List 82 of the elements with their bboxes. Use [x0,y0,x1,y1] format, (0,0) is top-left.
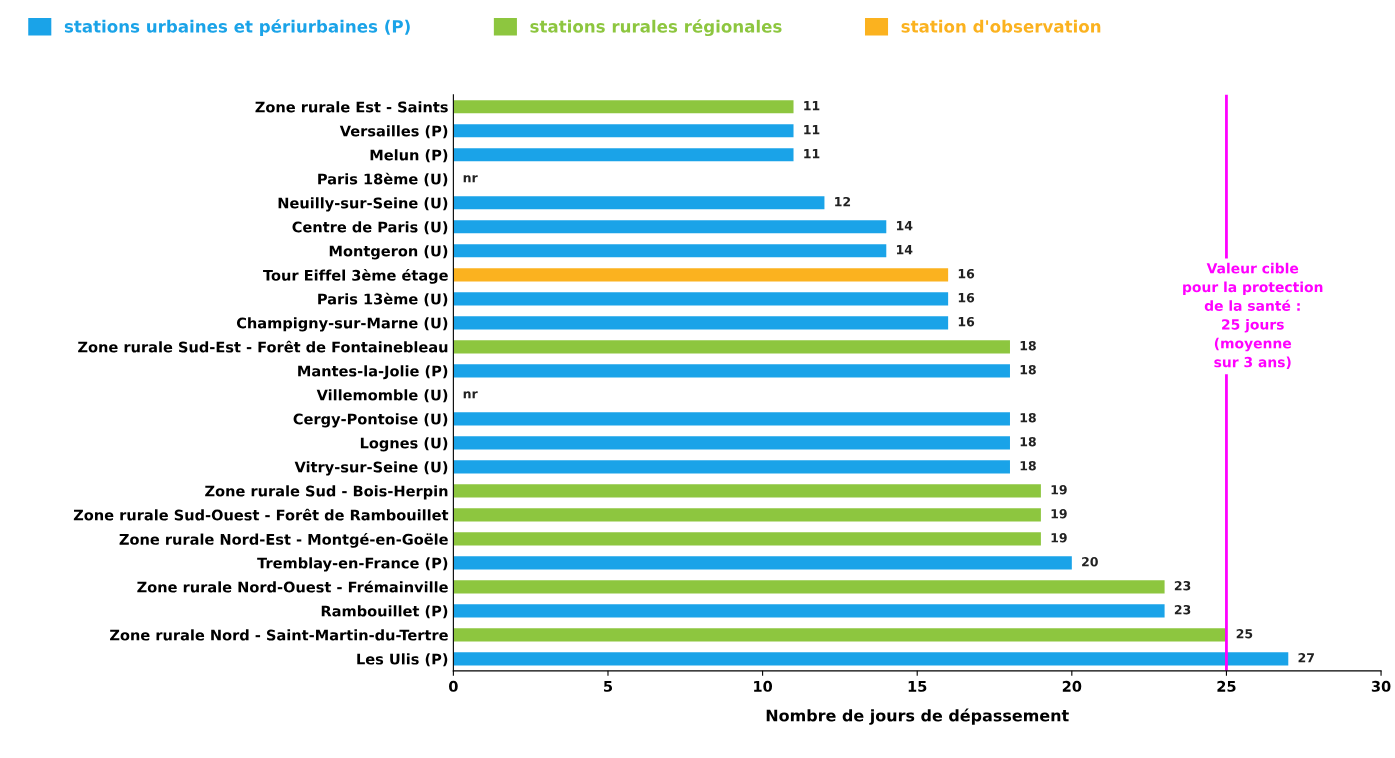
data-label: 14 [896,245,913,255]
x-tick-label: 10 [754,680,773,692]
bar [453,652,1289,666]
data-label: 16 [958,316,975,327]
y-tick-label: Vitry-sur-Seine (U) [294,461,448,476]
y-tick-label: Les Ulis (P) [357,653,448,667]
bar [453,292,949,306]
y-tick-label: Zone rurale Sud-Ouest - Forêt de Rambouillet [73,508,449,521]
data-label: 23 [1174,604,1191,615]
bar [453,412,1010,426]
x-tick-label: 5 [604,681,613,692]
y-tick-label: Tour Eiffel 3ème étage [263,268,448,284]
bar [453,556,1072,570]
bar [453,340,1010,354]
data-label: 11 [804,101,820,111]
bar [453,532,1041,546]
bar [453,244,887,258]
x-tick-label: 0 [449,680,458,692]
data-label: 19 [1051,533,1067,543]
bar [453,220,887,234]
y-tick-label: Paris 13ème (U) [318,292,448,307]
data-label: 11 [804,149,820,159]
data-label: 18 [1020,364,1036,375]
text: nr [463,391,478,399]
legend-label: stations urbaines et périurbaines (P) [64,19,410,36]
bar [453,436,1010,450]
y-tick-label: Centre de Paris (U) [292,221,448,235]
bar [453,604,1165,618]
y-tick-label: Zone rurale Sud-Est - Forêt de Fontainebleau [78,340,448,353]
y-tick-label: Mantes-la-Jolie (P) [298,365,448,380]
y-tick-label: Zone rurale Sud - Bois-Herpin [205,485,448,500]
y-tick-label: Zone rurale Nord - Saint-Martin-du-Tertre [110,629,448,641]
y-tick-label: Champigny-sur-Marne (U) [236,317,448,332]
legend-label: stations rurales régionales [530,19,782,37]
x-axis-title: Nombre de jours de dépassement [766,708,1069,725]
x-tick-label: 30 [1371,680,1391,692]
bar [453,364,1010,378]
y-tick-label: Rambouillet (P) [321,605,448,619]
text: nr [463,175,478,183]
bar [453,196,825,210]
bar [453,148,794,162]
y-tick-label: Paris 18ème (U) [318,172,448,187]
bar [453,580,1165,594]
data-label: 19 [1051,508,1067,519]
data-label: 18 [1020,460,1036,471]
data-label: 18 [1020,436,1036,447]
data-label: 12 [835,196,851,207]
data-label: 20 [1082,556,1098,567]
data-label: 14 [896,221,913,231]
bar [453,124,794,138]
bar [453,508,1041,522]
data-label: 19 [1051,484,1067,495]
bar [453,100,794,114]
bar [453,628,1227,642]
bar [453,316,949,330]
x-tick-label: 20 [1062,680,1082,692]
legend-label: station d'observation [901,19,1101,33]
y-tick-label: Tremblay-en-France (P) [257,557,448,572]
y-tick-label: Zone rurale Est - Saints [255,101,448,113]
data-label: 16 [958,268,975,279]
bar [453,268,949,282]
data-label: 25 [1236,629,1253,639]
y-tick-label: Versailles (P) [339,125,448,139]
y-tick-label: Zone rurale Nord-Est - Montgé-en-Goële [119,532,448,548]
x-tick-label: 15 [908,681,927,692]
bar [453,460,1010,474]
y-tick-label: Cergy-Pontoise (U) [293,413,448,428]
y-tick-label: Lognes (U) [360,437,448,452]
data-label: 23 [1174,580,1191,591]
data-label: 18 [1020,412,1036,423]
ref-line-label: Valeur cible pour la protection de la santé : 25 jours (moyenne sur 3 ans) [1183,262,1323,369]
y-tick-label: Zone rurale Nord-Ouest - Frémainville [137,580,448,593]
y-tick-label: Melun (P) [370,149,448,163]
data-label: 11 [804,125,820,135]
y-tick-label: Neuilly-sur-Seine (U) [278,197,448,212]
y-tick-label: Villemomble (U) [316,389,448,403]
data-label: 18 [1020,340,1036,351]
data-label: 27 [1298,653,1314,663]
y-tick-label: Montgeron (U) [329,245,448,260]
data-label: 16 [958,292,975,303]
bar [453,484,1041,498]
x-tick-label: 25 [1217,680,1236,692]
